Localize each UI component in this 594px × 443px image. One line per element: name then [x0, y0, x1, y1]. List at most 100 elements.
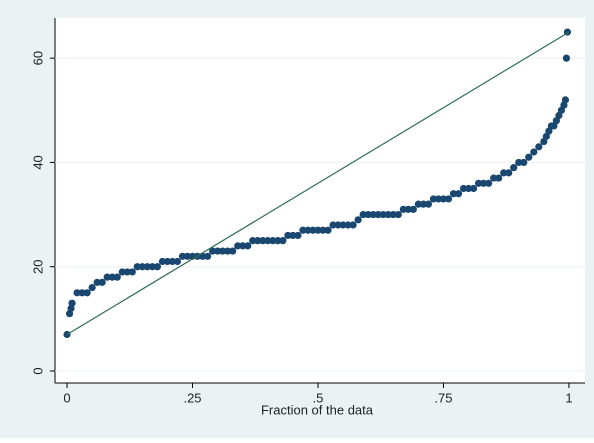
x-axis-label: Fraction of the data: [261, 402, 374, 417]
point: [148, 263, 156, 271]
point: [279, 237, 287, 245]
point: [183, 252, 192, 260]
point: [344, 221, 352, 229]
point: [78, 289, 86, 297]
x-tick-label: .5: [313, 390, 324, 405]
point: [394, 210, 402, 219]
point: [464, 184, 473, 193]
point: [153, 263, 161, 271]
point: [118, 268, 126, 276]
point: [249, 237, 257, 245]
point: [158, 257, 167, 266]
point: [309, 226, 317, 234]
point: [399, 205, 407, 213]
point: [224, 247, 232, 255]
point: [500, 169, 508, 177]
point: [123, 268, 131, 276]
point: [133, 263, 141, 271]
point: [299, 226, 307, 234]
point: [304, 226, 312, 234]
point: [339, 221, 347, 229]
point: [289, 231, 297, 240]
point: [429, 195, 438, 203]
point: [103, 273, 111, 281]
point: [324, 226, 332, 234]
point: [495, 174, 503, 182]
point: [384, 210, 392, 219]
point: [229, 247, 237, 255]
point: [530, 148, 538, 156]
point: [480, 179, 488, 187]
point: [404, 205, 412, 213]
point: [374, 210, 382, 219]
point: [349, 221, 357, 229]
point: [379, 210, 387, 219]
point: [354, 216, 362, 224]
point: [128, 268, 136, 276]
point: [364, 210, 372, 219]
point: [515, 158, 523, 167]
point: [439, 195, 448, 203]
point: [269, 237, 277, 245]
point: [83, 289, 91, 297]
reference-line: [66, 31, 570, 336]
point: [68, 299, 76, 307]
x-tick-label: 1: [565, 390, 572, 405]
point: [490, 174, 498, 182]
point: [505, 169, 513, 177]
point: [214, 247, 222, 255]
y-tick-label: 20: [30, 259, 45, 273]
point: [409, 205, 417, 213]
point: [520, 158, 528, 167]
point: [88, 283, 96, 292]
point: [369, 210, 377, 219]
plot-area: [55, 18, 585, 383]
point: [359, 210, 367, 219]
point: [73, 289, 81, 297]
point: [93, 278, 101, 286]
point: [444, 195, 453, 203]
point: [561, 96, 570, 104]
point: [525, 153, 533, 161]
point: [259, 237, 267, 245]
point: [284, 231, 292, 240]
point: [138, 263, 146, 271]
point: [434, 195, 443, 203]
point: [219, 247, 227, 255]
point: [163, 257, 172, 266]
point: [562, 54, 571, 62]
point: [314, 226, 322, 234]
point: [319, 226, 327, 234]
point: [203, 252, 212, 260]
point: [329, 221, 337, 229]
point: [234, 242, 242, 250]
point: [294, 231, 302, 240]
point: [113, 273, 121, 281]
point: [535, 143, 543, 151]
y-tick-label: 40: [30, 155, 45, 169]
point: [414, 200, 422, 208]
y-tick-label: 0: [30, 367, 45, 374]
point: [264, 237, 272, 245]
point: [510, 164, 518, 172]
x-tick-label: .25: [183, 390, 201, 405]
point: [449, 190, 458, 198]
point: [459, 184, 468, 193]
point: [419, 200, 427, 208]
point: [274, 237, 282, 245]
point: [178, 252, 187, 260]
point: [239, 242, 247, 250]
point: [208, 247, 217, 255]
point: [98, 278, 106, 286]
point: [244, 242, 252, 250]
point: [108, 273, 116, 281]
point: [173, 257, 182, 266]
point: [485, 179, 493, 187]
point: [454, 190, 463, 198]
point: [389, 210, 397, 219]
x-tick-label: .75: [434, 390, 452, 405]
point: [143, 263, 151, 271]
point: [254, 237, 262, 245]
point: [424, 200, 433, 208]
